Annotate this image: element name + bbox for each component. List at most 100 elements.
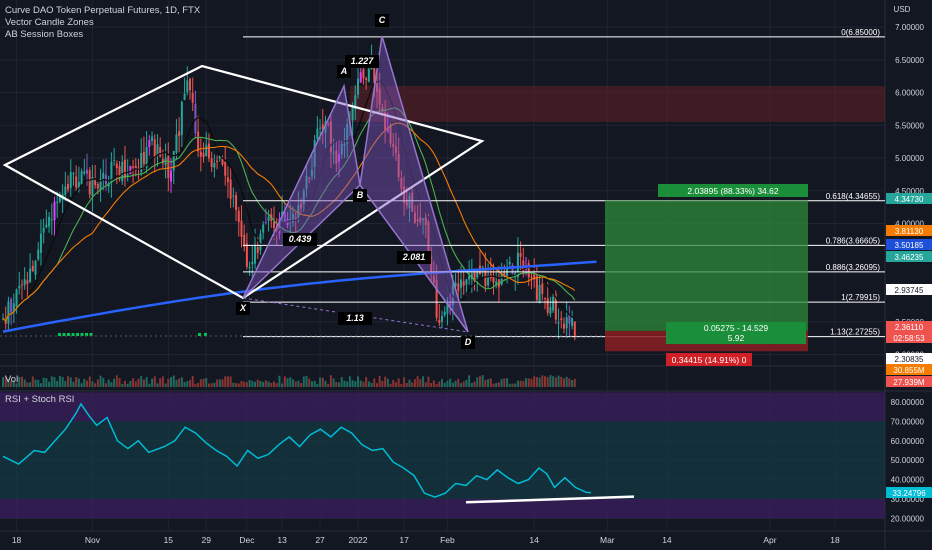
volume-bar — [180, 377, 183, 387]
price-tag — [886, 353, 932, 364]
volume-bar — [441, 379, 444, 387]
volume-bar — [443, 382, 446, 387]
volume-bar — [77, 378, 80, 387]
volume-bar — [500, 378, 503, 387]
volume-pane-label[interactable]: Vol — [5, 374, 19, 385]
volume-bar — [45, 378, 48, 387]
volume-bar — [552, 376, 555, 387]
candle — [248, 266, 251, 268]
pattern-ratio-badge — [283, 233, 317, 246]
candle — [210, 158, 213, 167]
candle — [140, 153, 143, 172]
rsi-pane-label[interactable]: RSI + Stoch RSI — [5, 394, 75, 405]
volume-bar — [484, 380, 487, 387]
session-marker — [62, 333, 66, 336]
volume-bar — [31, 376, 34, 387]
entry-label: 0.05275 - 14.529 — [704, 323, 769, 333]
indicator-ab-session-boxes[interactable]: AB Session Boxes — [5, 29, 84, 40]
volume-bar — [492, 383, 495, 387]
volume-bar — [37, 379, 40, 387]
volume-bar — [67, 376, 70, 387]
volume-bar — [34, 379, 37, 387]
volume-bar — [251, 380, 254, 387]
candle — [459, 279, 462, 288]
candle — [527, 263, 530, 278]
price-tag — [886, 364, 932, 375]
volume-bar — [7, 378, 10, 387]
fib-level-label: 0.886(3.26095) — [826, 263, 881, 272]
volume-bar — [459, 383, 462, 387]
volume-bar — [397, 378, 400, 387]
candle — [327, 123, 330, 125]
volume-bar — [422, 376, 425, 387]
volume-bar — [75, 377, 78, 387]
candle — [451, 284, 454, 306]
volume-bar — [245, 382, 248, 387]
volume-bar — [50, 376, 53, 387]
volume-bar — [343, 380, 346, 387]
volume-bar — [546, 377, 549, 387]
target-label-bg — [658, 184, 808, 197]
candle — [470, 273, 473, 280]
volume-bar — [403, 377, 406, 387]
candle — [256, 247, 259, 254]
volume-bar — [129, 380, 132, 387]
volume-bar — [26, 382, 29, 387]
volume-bar — [140, 376, 143, 387]
volume-bar — [291, 379, 294, 387]
candle — [199, 151, 202, 157]
candle — [167, 155, 170, 179]
time-tick-label: 18 — [830, 535, 840, 545]
candle — [416, 219, 419, 222]
price-tag — [886, 225, 932, 236]
volume-bar — [449, 378, 452, 387]
candle — [446, 302, 449, 314]
fib-level-label: 1(2.79915) — [841, 293, 880, 302]
candle — [411, 192, 414, 212]
candle — [503, 271, 506, 277]
price-tick-label: 5.00000 — [895, 154, 924, 163]
candle — [514, 273, 517, 276]
volume-bar — [351, 380, 354, 387]
price-tick-label: 6.00000 — [895, 89, 924, 98]
candle — [42, 227, 45, 233]
volume-bar — [23, 379, 26, 387]
volume-bar — [308, 378, 311, 387]
volume-bar — [167, 378, 170, 387]
volume-bar — [362, 381, 365, 387]
time-tick-label: 29 — [202, 535, 212, 545]
session-marker — [204, 333, 207, 336]
candle — [400, 178, 403, 189]
candle — [56, 201, 59, 203]
candle — [123, 159, 126, 179]
volume-bar — [525, 378, 528, 387]
candle — [12, 303, 15, 313]
indicator-vector-candle-zones[interactable]: Vector Candle Zones — [5, 17, 94, 28]
session-marker — [76, 333, 79, 336]
candle — [573, 321, 576, 338]
volume-bar — [297, 380, 300, 387]
price-tag-label: 3.50185 — [895, 241, 924, 250]
volume-bar — [283, 376, 286, 387]
candle — [175, 134, 178, 153]
volume-bar — [194, 383, 197, 387]
candle — [37, 249, 40, 260]
volume-bar — [386, 378, 389, 387]
candle — [500, 273, 503, 285]
time-tick-label: 14 — [529, 535, 539, 545]
volume-bar — [378, 375, 381, 387]
volume-bar — [12, 380, 15, 387]
price-axis-currency: USD — [894, 5, 911, 14]
volume-bar — [18, 376, 21, 387]
candle — [438, 320, 441, 324]
volume-bar — [468, 375, 471, 387]
volume-bar — [438, 381, 441, 387]
volume-bar — [392, 379, 395, 387]
volume-bar — [411, 382, 414, 387]
volume-bar — [210, 383, 213, 387]
candle — [424, 217, 427, 226]
symbol-title[interactable]: Curve DAO Token Perpetual Futures, 1D, F… — [5, 5, 201, 16]
volume-bar — [221, 379, 224, 387]
candle — [224, 161, 227, 176]
